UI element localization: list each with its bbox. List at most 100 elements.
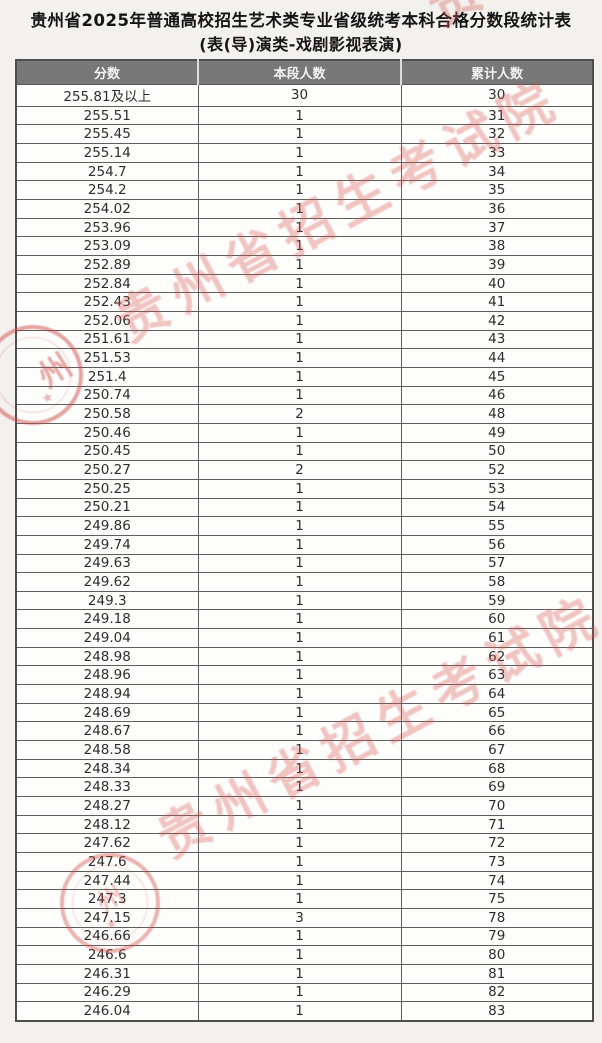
cumulative-count-cell: 50 [400,441,594,462]
segment-count-cell: 1 [197,721,402,742]
table-row: 248.12 1 71 [15,814,594,835]
table-row: 248.27 1 70 [15,796,594,816]
segment-count-cell: 2 [197,404,402,424]
cumulative-count-cell: 53 [400,478,594,499]
segment-count-cell: 1 [197,777,402,798]
table-row: 248.94 1 64 [15,684,594,704]
cumulative-count-cell: 52 [400,460,594,480]
segment-count-cell: 1 [197,963,402,984]
score-cell: 250.21 [15,497,199,518]
segment-count-cell: 1 [197,348,402,368]
cumulative-count-cell: 39 [400,255,594,275]
score-cell: 253.09 [15,236,199,257]
segment-count-cell: 1 [197,572,402,592]
score-cell: 249.18 [15,609,199,630]
cumulative-count-cell: 59 [400,590,594,611]
cumulative-count-cell: 75 [400,889,594,909]
score-cell: 254.7 [15,161,199,182]
table-row: 248.58 1 67 [15,740,594,760]
cumulative-count-cell: 30 [400,84,594,107]
score-cell: 253.96 [15,217,199,238]
score-cell: 247.6 [15,852,199,872]
cumulative-count-cell: 45 [400,366,594,387]
segment-count-cell: 1 [197,852,402,872]
table-row: 246.66 1 79 [15,926,594,947]
table-row: 255.14 1 33 [15,143,594,163]
table-row: 247.6 1 73 [15,852,594,872]
score-table-body: 255.81及以上 30 30 255.51 1 31 255.45 1 32 255.14 1 33… [15,84,594,1022]
cumulative-count-cell: 72 [400,833,594,854]
column-header-score: 分数 [15,59,199,85]
segment-count-cell: 1 [197,702,402,723]
table-row: 249.3 1 59 [15,590,594,611]
table-row: 251.61 1 43 [15,329,594,350]
score-cell: 254.02 [15,199,199,219]
score-cell: 250.27 [15,460,199,480]
table-row: 255.51 1 31 [15,105,594,126]
document-subtitle: (表(导)演类-戏剧影视表演) [199,35,403,54]
cumulative-count-cell: 64 [400,684,594,704]
score-cell: 255.51 [15,105,199,126]
score-cell: 250.58 [15,404,199,424]
segment-count-cell: 1 [197,758,402,779]
score-cell: 248.12 [15,814,199,835]
table-row: 250.58 2 48 [15,404,594,424]
cumulative-count-cell: 42 [400,310,594,331]
segment-count-cell: 1 [197,273,402,294]
score-cell: 248.96 [15,665,199,686]
table-row: 247.3 1 75 [15,889,594,909]
segment-count-cell: 1 [197,180,402,201]
cumulative-count-cell: 55 [400,516,594,536]
segment-count-cell: 1 [197,740,402,760]
score-distribution-table: 分数 本段人数 累计人数 255.81及以上 30 30 255.51 1 31 255.4… [15,59,594,1022]
cumulative-count-cell: 33 [400,143,594,163]
segment-count-cell: 1 [197,534,402,555]
table-row: 248.98 1 62 [15,646,594,667]
cumulative-count-cell: 49 [400,422,594,443]
cumulative-count-cell: 63 [400,665,594,686]
score-cell: 248.58 [15,740,199,760]
score-cell: 248.98 [15,646,199,667]
cumulative-count-cell: 62 [400,646,594,667]
score-cell: 251.53 [15,348,199,368]
segment-count-cell: 1 [197,329,402,350]
table-row: 250.25 1 53 [15,478,594,499]
table-row: 247.15 3 78 [15,907,594,928]
segment-count-cell: 1 [197,478,402,499]
segment-count-cell: 1 [197,217,402,238]
score-cell: 247.15 [15,907,199,928]
table-row: 255.81及以上 30 30 [15,84,594,107]
document-title: 贵州省2025年普通高校招生艺术类专业省级统考本科合格分数段统计表 [30,11,572,30]
score-cell: 248.27 [15,796,199,816]
segment-count-cell: 1 [197,143,402,163]
cumulative-count-cell: 61 [400,628,594,648]
score-cell: 249.62 [15,572,199,592]
cumulative-count-cell: 70 [400,796,594,816]
score-cell: 249.74 [15,534,199,555]
score-cell: 248.34 [15,758,199,779]
segment-count-cell: 1 [197,982,402,1003]
segment-count-cell: 30 [197,84,402,107]
cumulative-count-cell: 66 [400,721,594,742]
table-row: 248.96 1 63 [15,665,594,686]
segment-count-cell: 1 [197,292,402,312]
table-row: 253.96 1 37 [15,217,594,238]
score-cell: 249.86 [15,516,199,536]
segment-count-cell: 1 [197,255,402,275]
table-row: 248.67 1 66 [15,721,594,742]
segment-count-cell: 1 [197,814,402,835]
table-row: 249.63 1 57 [15,553,594,574]
table-row: 250.27 2 52 [15,460,594,480]
table-row: 249.62 1 58 [15,572,594,592]
score-cell: 249.3 [15,590,199,611]
score-cell: 249.04 [15,628,199,648]
cumulative-count-cell: 81 [400,963,594,984]
segment-count-cell: 1 [197,945,402,965]
table-row: 250.46 1 49 [15,422,594,443]
table-row: 254.7 1 34 [15,161,594,182]
cumulative-count-cell: 56 [400,534,594,555]
cumulative-count-cell: 44 [400,348,594,368]
segment-count-cell: 1 [197,497,402,518]
table-row: 255.45 1 32 [15,124,594,145]
